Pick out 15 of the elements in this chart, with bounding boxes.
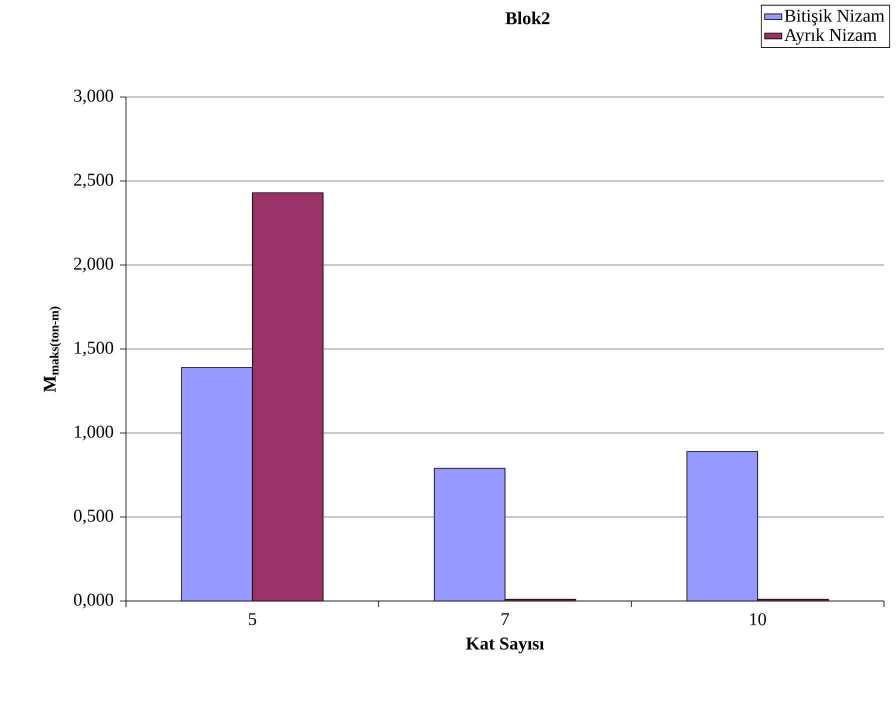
x-axis-title: Kat Sayısı [466, 638, 544, 654]
y-tick-label: 0,000 [74, 594, 114, 608]
chart-title: Blok2 [506, 12, 550, 24]
y-tick-label: 3,000 [74, 90, 114, 104]
y-tick-label: 2,500 [74, 174, 114, 188]
x-tick-label: 10 [750, 613, 766, 626]
y-tick-label: 0,500 [74, 510, 114, 524]
legend-label: Ayrık Nizam [784, 28, 877, 45]
y-tick-label: 1,000 [74, 426, 114, 440]
y-tick-label: 1,500 [74, 342, 114, 356]
legend-label: Bitişik Nizam [784, 9, 884, 26]
x-tick-label: 7 [502, 613, 509, 625]
y-tick-label: 2,000 [74, 258, 114, 272]
x-tick-label: 5 [248, 613, 256, 626]
y-axis-title: M$_{maks(ton-m)}$ [44, 306, 62, 392]
